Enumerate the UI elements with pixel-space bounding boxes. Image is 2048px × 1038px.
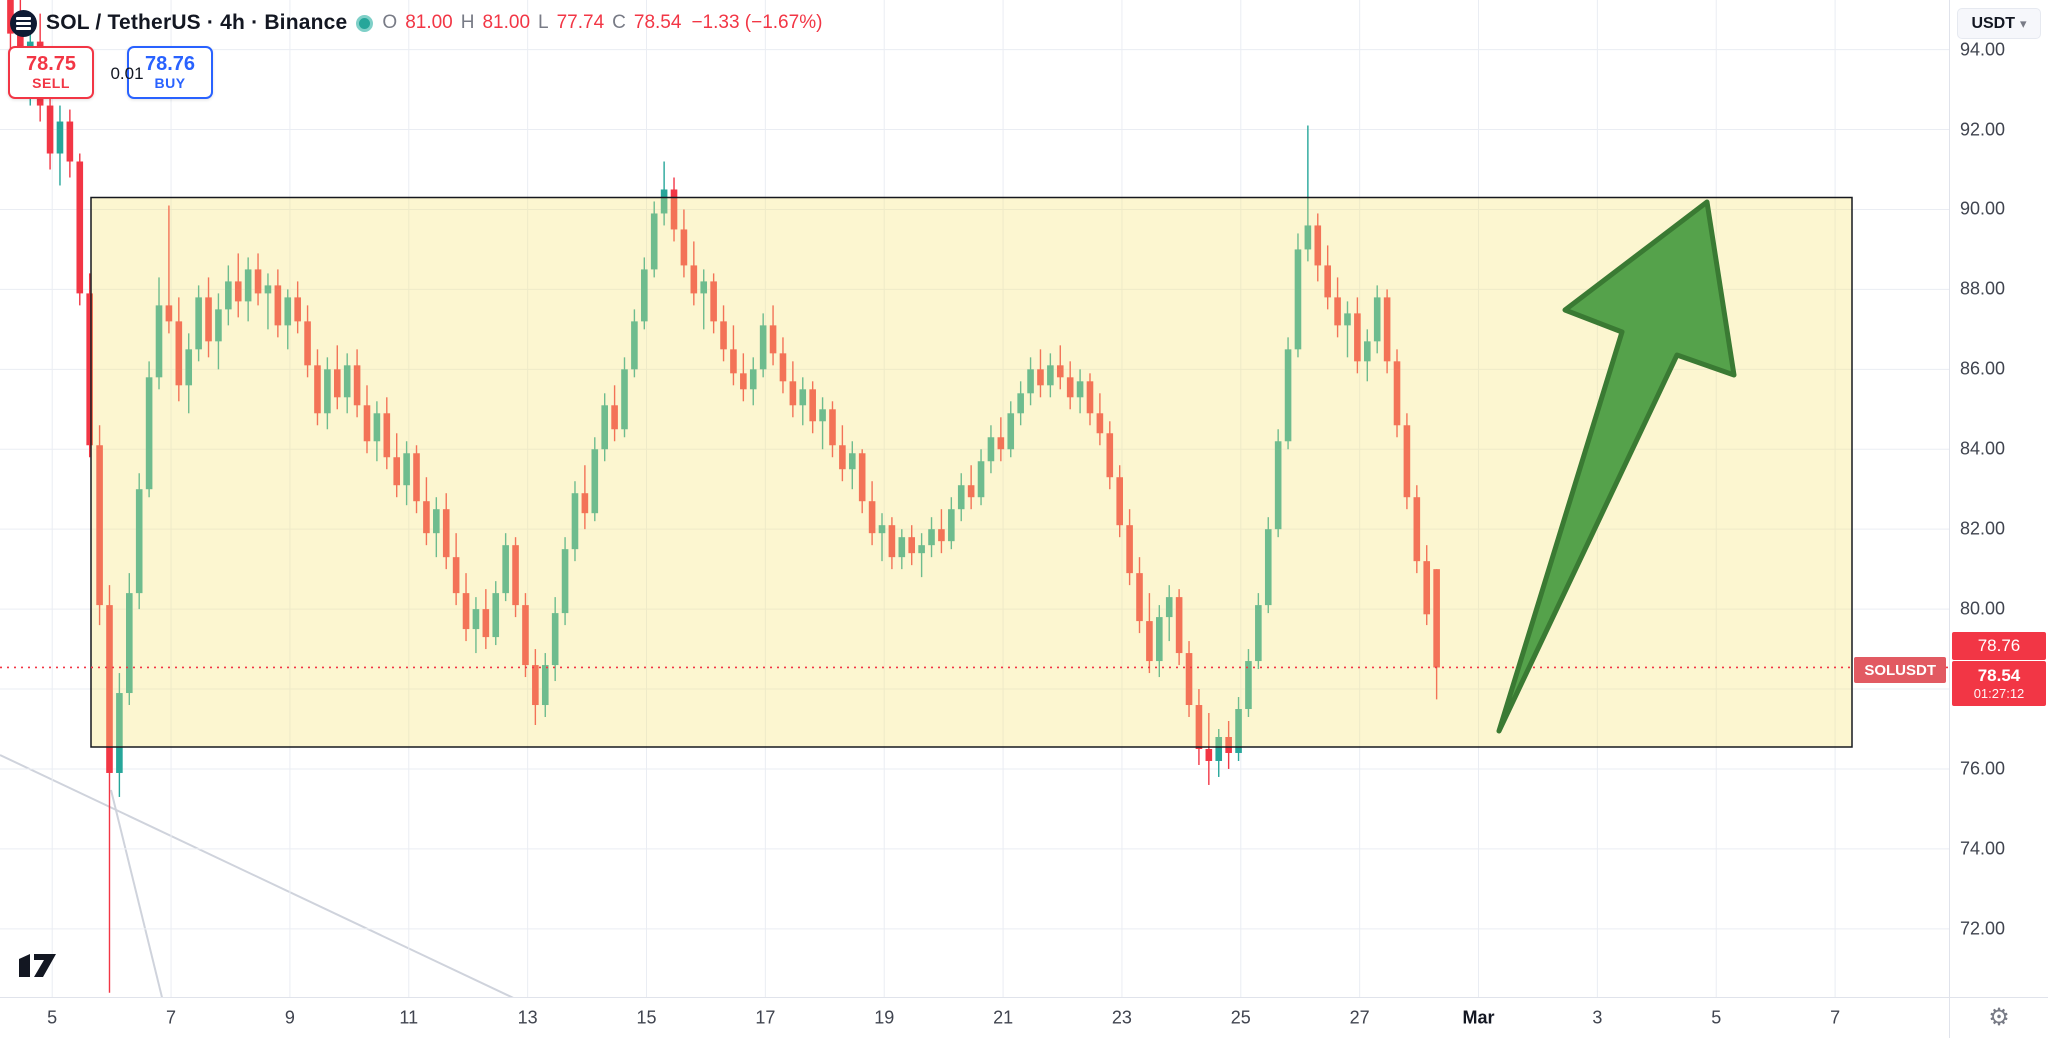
close-letter: C (612, 12, 626, 33)
spread-value: 0.01 (110, 64, 144, 83)
price-tick: 74.00 (1960, 838, 2006, 859)
time-tick: 21 (993, 1007, 1014, 1028)
trend-arrow (1496, 199, 1737, 734)
currency-selector[interactable]: USDT ▾ (1957, 8, 2041, 39)
sell-label: SELL (32, 75, 70, 91)
time-tick: 7 (166, 1007, 177, 1028)
price-scale[interactable]: USDT ▾ 94.00 92.00 90.00 88.00 86.00 84.00 82.… (1949, 0, 2048, 997)
ohlc-values: O 81.00 H 81.00 L 77.74 C 78.54 −1.33 (−1.67… (382, 12, 822, 34)
price-tick: 90.00 (1960, 198, 2006, 219)
price-tick: 92.00 (1960, 119, 2006, 140)
gear-icon[interactable]: ⚙ (1988, 1004, 2010, 1031)
change-value: −1.33 (−1.67%) (691, 12, 823, 33)
time-tick: 3 (1592, 1007, 1603, 1028)
market-status-icon (356, 14, 374, 32)
price-tick: 80.00 (1960, 598, 2006, 619)
chevron-down-icon: ▾ (2020, 15, 2027, 31)
time-tick: Mar (1462, 1007, 1495, 1028)
range-box (90, 196, 1853, 748)
time-tick: 5 (47, 1007, 58, 1028)
time-tick: 27 (1349, 1007, 1370, 1028)
time-tick: 5 (1711, 1007, 1722, 1028)
symbol-title[interactable]: SOL / TetherUS · 4h · Binance (46, 11, 348, 34)
time-tick: 19 (874, 1007, 895, 1028)
time-tick: 17 (755, 1007, 776, 1028)
price-tick: 72.00 (1960, 918, 2006, 939)
trade-widget: 78.75 SELL 0.01 78.76 BUY (8, 46, 213, 99)
sell-button[interactable]: 78.75 SELL (8, 46, 94, 99)
time-tick: 15 (636, 1007, 657, 1028)
low-value: 77.74 (556, 12, 605, 33)
price-tick: 86.00 (1960, 358, 2006, 379)
time-tick: 25 (1230, 1007, 1251, 1028)
candlestick-chart[interactable] (0, 0, 1949, 997)
time-tick: 9 (284, 1007, 295, 1028)
high-letter: H (460, 12, 475, 33)
time-tick: 7 (1830, 1007, 1841, 1028)
currency-label: USDT (1971, 14, 2016, 32)
symbol-price-tag: SOLUSDT (1854, 657, 1946, 683)
time-tick: 23 (1111, 1007, 1132, 1028)
chart-legend: SOL / TetherUS · 4h · Binance O 81.00 H 81… (10, 8, 822, 38)
time-tick: 13 (517, 1007, 538, 1028)
price-tick: 88.00 (1960, 278, 2006, 299)
symbol-logo-icon (10, 9, 37, 37)
buy-price: 78.76 (144, 53, 196, 75)
time-tick: 11 (399, 1007, 419, 1028)
price-tick: 76.00 (1960, 758, 2006, 779)
ask-price-label: 78.76 (1952, 632, 2046, 660)
axis-corner: ⚙ (1949, 997, 2048, 1038)
price-tick: 84.00 (1960, 438, 2006, 459)
open-letter: O (382, 12, 398, 33)
last-price-label: 78.54 01:27:12 (1952, 661, 2046, 706)
price-tick: 82.00 (1960, 518, 2006, 539)
last-price-value: 78.54 (1977, 666, 2021, 685)
close-value: 78.54 (633, 12, 682, 33)
time-axis[interactable]: 5 7 9 11 13 15 17 19 21 23 25 27 Mar 3 5 7 (0, 997, 1949, 1038)
tradingview-logo-icon[interactable] (16, 949, 60, 981)
price-tick: 94.00 (1960, 39, 2006, 60)
chart-plot-area[interactable]: SOL / TetherUS · 4h · Binance O 81.00 H 81… (0, 0, 1949, 997)
low-letter: L (538, 12, 549, 33)
sell-price: 78.75 (25, 53, 77, 75)
buy-button[interactable]: 78.76 BUY (127, 46, 213, 99)
bar-countdown: 01:27:12 (1973, 686, 2025, 701)
high-value: 81.00 (482, 12, 531, 33)
buy-label: BUY (154, 75, 186, 91)
open-value: 81.00 (405, 12, 453, 33)
